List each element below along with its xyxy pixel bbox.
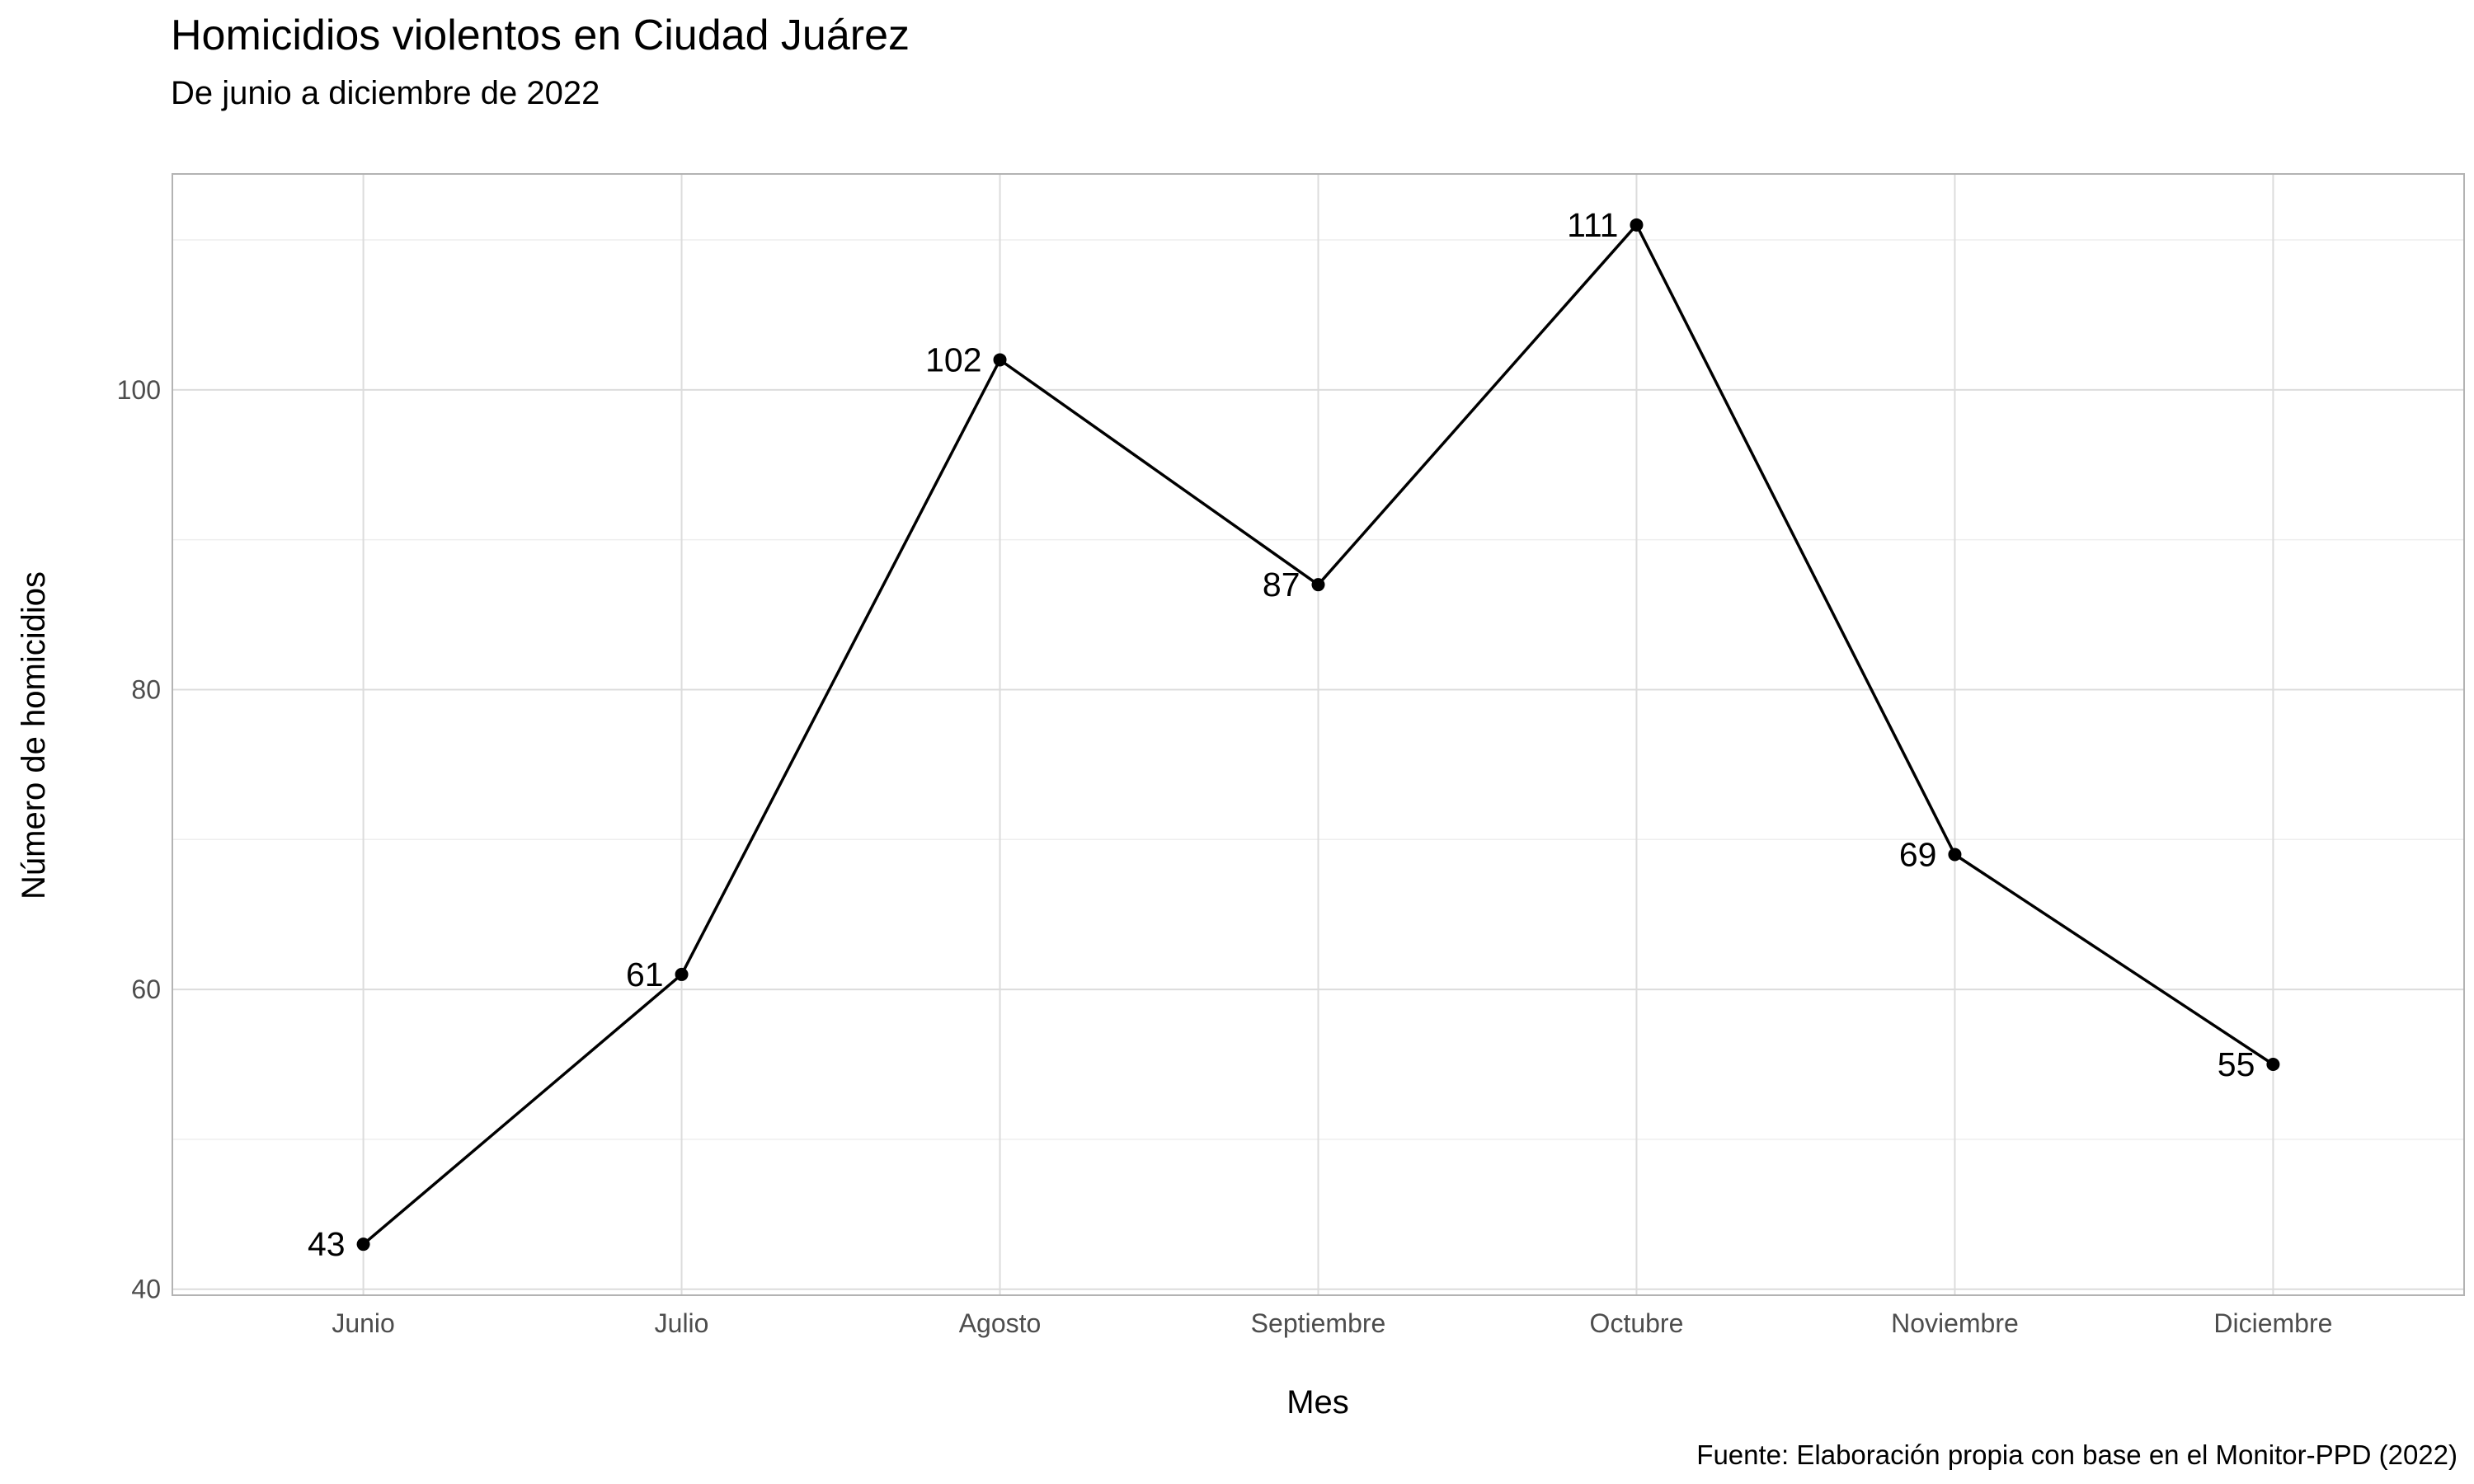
panel-border: [172, 173, 2465, 1296]
data-label: 61: [626, 956, 664, 993]
y-tick-label: 100: [117, 375, 161, 405]
data-point: [675, 967, 689, 981]
x-tick-label: Agosto: [959, 1308, 1042, 1338]
chart-subtitle: De junio a diciembre de 2022: [171, 75, 600, 111]
data-points: [356, 218, 2280, 1252]
data-label: 69: [1899, 835, 1937, 873]
data-point: [1948, 848, 1962, 862]
x-tick-label: Julio: [655, 1308, 709, 1338]
y-tick-label: 60: [131, 974, 161, 1004]
y-tick-labels: 40 60 80 100: [117, 375, 161, 1304]
y-tick-label: 40: [131, 1275, 161, 1304]
data-point: [356, 1237, 370, 1252]
y-axis-title: Número de homicidios: [16, 571, 52, 899]
chart-title: Homicidios violentos en Ciudad Juárez: [171, 12, 910, 59]
data-label: 55: [2218, 1045, 2255, 1083]
data-label: 43: [308, 1225, 346, 1263]
data-point: [2266, 1058, 2280, 1071]
x-tick-label: Octubre: [1590, 1308, 1684, 1338]
x-tick-label: Noviembre: [1891, 1308, 2019, 1338]
grid-major-lines: [172, 174, 2464, 1295]
y-tick-label: 80: [131, 674, 161, 704]
x-tick-labels: Junio Julio Agosto Septiembre Octubre Noviemb…: [332, 1308, 2332, 1338]
data-label: 102: [925, 340, 981, 378]
chart-caption: Fuente: Elaboración propia con base en e…: [1696, 1439, 2458, 1470]
data-point: [1311, 578, 1325, 592]
x-axis-title: Mes: [1286, 1384, 1349, 1421]
data-point: [993, 353, 1007, 367]
x-tick-label: Diciembre: [2213, 1308, 2332, 1338]
data-label: 87: [1263, 566, 1300, 603]
data-labels: 43 61 102 87 111 69 55: [308, 206, 2255, 1263]
x-tick-label: Junio: [332, 1308, 395, 1338]
x-tick-label: Septiembre: [1251, 1308, 1386, 1338]
data-point: [1630, 218, 1644, 232]
data-label: 111: [1567, 206, 1618, 244]
